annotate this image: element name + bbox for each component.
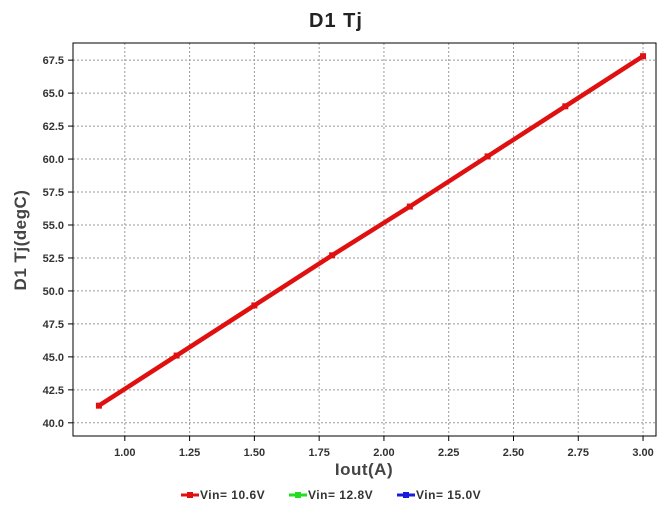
x-tick-label: 1.75 <box>308 447 329 459</box>
legend-label-0: Vin= 10.6V <box>200 488 265 502</box>
data-point <box>484 153 491 160</box>
x-tick-label: 1.50 <box>244 447 265 459</box>
chart-title: D1 Tj <box>309 10 363 32</box>
legend-marker-0 <box>187 492 193 498</box>
x-tick-label: 2.75 <box>568 447 589 459</box>
y-axis-label: D1 Tj(degC) <box>11 190 30 291</box>
y-tick-label: 55.0 <box>43 220 64 232</box>
grid <box>73 43 656 436</box>
data-point <box>173 352 180 359</box>
data-point <box>95 402 102 409</box>
y-tick-label: 50.0 <box>43 286 64 298</box>
data-point <box>251 302 258 309</box>
data-point <box>562 103 569 110</box>
data-point <box>640 53 647 60</box>
legend-marker-2 <box>403 492 409 498</box>
legend-marker-1 <box>295 492 301 498</box>
x-tick-label: 3.00 <box>632 447 653 459</box>
y-tick-label: 60.0 <box>43 154 64 166</box>
y-tick-label: 47.5 <box>43 319 64 331</box>
x-tick-label: 2.00 <box>373 447 394 459</box>
series-line-0 <box>96 53 646 408</box>
y-tick-label: 62.5 <box>43 121 64 133</box>
y-tick-label: 57.5 <box>43 187 64 199</box>
y-tick-label: 45.0 <box>43 352 64 364</box>
y-tick-label: 42.5 <box>43 385 64 397</box>
plot-area <box>72 42 657 437</box>
series-layer <box>95 53 647 409</box>
x-tick-label: 1.25 <box>179 447 200 459</box>
y-tick-label: 52.5 <box>43 253 64 265</box>
x-tick-label: 2.25 <box>438 447 459 459</box>
y-tick-label: 65.0 <box>43 88 64 100</box>
data-point <box>329 252 336 259</box>
data-point <box>406 203 413 210</box>
legend-label-2: Vin= 15.0V <box>416 488 481 502</box>
x-tick-label: 2.50 <box>503 447 524 459</box>
x-axis-label: Iout(A) <box>335 460 393 479</box>
legend: Vin= 10.6V Vin= 12.8V Vin= 15.0V <box>181 488 481 502</box>
axis-ticks: 40.0 42.5 45.0 47.5 50.0 52.5 55.0 57.5 60.0 62.5… <box>43 55 654 459</box>
x-tick-label: 1.00 <box>114 447 135 459</box>
legend-label-1: Vin= 12.8V <box>308 488 373 502</box>
y-tick-label: 40.0 <box>43 418 64 430</box>
y-tick-label: 67.5 <box>43 55 64 67</box>
